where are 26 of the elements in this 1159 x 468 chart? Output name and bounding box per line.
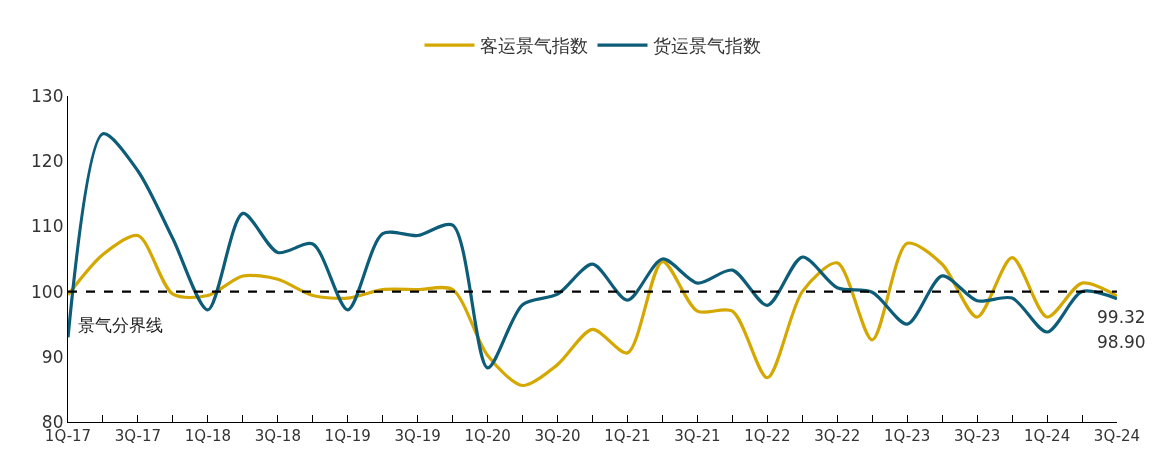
- legend-label: 客运景气指数: [479, 35, 588, 57]
- x-tick-label: 1Q-17: [44, 427, 92, 446]
- x-tick-label: 1Q-22: [744, 427, 791, 446]
- x-tick-label: 3Q-21: [674, 427, 721, 446]
- y-tick-label: 110: [31, 216, 64, 237]
- x-tick-label: 3Q-23: [953, 427, 1001, 446]
- x-tick-label: 1Q-23: [884, 427, 931, 446]
- x-tick-label: 1Q-18: [184, 427, 232, 446]
- x-tick-label: 3Q-22: [814, 427, 861, 446]
- x-tick-label: 3Q-20: [534, 427, 581, 446]
- x-tick-label: 1Q-24: [1023, 427, 1071, 446]
- y-tick-label: 90: [41, 346, 64, 367]
- data-label: 99.32: [1097, 307, 1146, 327]
- y-tick-label: 120: [31, 151, 64, 172]
- ref-line-label: 景气分界线: [78, 315, 163, 335]
- x-tick-label: 1Q-19: [324, 427, 371, 446]
- legend-label: 货运景气指数: [652, 35, 761, 57]
- x-tick-label: 1Q-20: [464, 427, 511, 446]
- x-tick-label: 3Q-19: [394, 427, 441, 446]
- x-tick-label: 3Q-24: [1093, 427, 1141, 446]
- x-tick-label: 1Q-21: [604, 427, 651, 446]
- x-tick-label: 3Q-17: [114, 427, 162, 446]
- x-tick-label: 3Q-18: [254, 427, 301, 446]
- data-label: 98.90: [1097, 332, 1146, 352]
- y-tick-label: 130: [31, 85, 64, 106]
- y-tick-label: 100: [31, 281, 64, 302]
